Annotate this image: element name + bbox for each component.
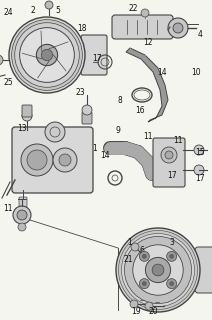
Circle shape <box>170 282 174 286</box>
Circle shape <box>119 230 198 309</box>
Text: 19: 19 <box>131 308 141 316</box>
Text: 10: 10 <box>191 68 201 76</box>
Circle shape <box>18 223 26 231</box>
Text: 1: 1 <box>128 237 132 246</box>
Text: 24: 24 <box>3 7 13 17</box>
Circle shape <box>168 18 188 38</box>
FancyBboxPatch shape <box>81 35 107 75</box>
Circle shape <box>45 122 65 142</box>
Circle shape <box>20 28 74 82</box>
Circle shape <box>45 1 53 9</box>
Text: 25: 25 <box>3 77 13 86</box>
Circle shape <box>194 145 204 155</box>
FancyBboxPatch shape <box>112 15 173 39</box>
Text: 17: 17 <box>92 53 102 62</box>
Circle shape <box>142 282 146 286</box>
Text: 13: 13 <box>17 124 27 132</box>
Circle shape <box>0 55 3 65</box>
Text: 5: 5 <box>56 5 60 14</box>
Circle shape <box>167 279 177 289</box>
Text: 12: 12 <box>143 37 153 46</box>
Circle shape <box>41 49 53 61</box>
Circle shape <box>130 300 138 308</box>
Text: 4: 4 <box>198 29 202 38</box>
Text: 6: 6 <box>139 245 144 254</box>
Text: 3: 3 <box>170 237 174 246</box>
Circle shape <box>133 245 183 295</box>
FancyBboxPatch shape <box>19 197 27 207</box>
Circle shape <box>131 243 139 251</box>
Text: 11: 11 <box>143 132 153 140</box>
Text: 18: 18 <box>77 23 87 33</box>
Circle shape <box>124 236 192 304</box>
Text: 8: 8 <box>118 95 122 105</box>
Circle shape <box>170 254 174 258</box>
Circle shape <box>142 254 146 258</box>
Circle shape <box>121 234 195 307</box>
FancyBboxPatch shape <box>82 112 92 124</box>
Text: 14: 14 <box>100 150 110 159</box>
Circle shape <box>82 105 92 115</box>
Circle shape <box>167 251 177 261</box>
Circle shape <box>139 251 149 261</box>
Text: 16: 16 <box>135 106 145 115</box>
Circle shape <box>22 111 32 121</box>
Text: 17: 17 <box>167 171 177 180</box>
Circle shape <box>139 279 149 289</box>
Text: 22: 22 <box>128 4 138 12</box>
Circle shape <box>141 9 149 17</box>
Text: 14: 14 <box>157 68 167 76</box>
Text: 21: 21 <box>123 255 133 265</box>
Circle shape <box>165 151 173 159</box>
FancyBboxPatch shape <box>12 127 93 193</box>
FancyBboxPatch shape <box>153 138 185 187</box>
Circle shape <box>152 264 164 276</box>
FancyBboxPatch shape <box>195 247 212 293</box>
Circle shape <box>36 44 58 66</box>
Text: 23: 23 <box>75 87 85 97</box>
FancyBboxPatch shape <box>22 105 32 117</box>
Circle shape <box>173 23 183 33</box>
Polygon shape <box>126 48 168 122</box>
Text: 9: 9 <box>116 125 120 134</box>
Circle shape <box>13 206 31 224</box>
Circle shape <box>145 257 171 283</box>
Circle shape <box>53 148 77 172</box>
Circle shape <box>161 147 177 163</box>
Text: 11: 11 <box>3 204 13 212</box>
Text: 17: 17 <box>195 173 205 182</box>
Circle shape <box>116 228 200 312</box>
Circle shape <box>21 144 53 176</box>
Text: 11: 11 <box>173 135 183 145</box>
Circle shape <box>59 154 71 166</box>
Circle shape <box>9 17 85 93</box>
Circle shape <box>12 20 82 90</box>
Circle shape <box>194 165 204 175</box>
Circle shape <box>145 302 153 310</box>
Text: 2: 2 <box>31 5 35 14</box>
Circle shape <box>15 23 79 87</box>
Circle shape <box>17 210 27 220</box>
Text: 20: 20 <box>148 308 158 316</box>
Circle shape <box>27 150 47 170</box>
Text: 1: 1 <box>93 143 97 153</box>
Text: 15: 15 <box>195 148 205 156</box>
